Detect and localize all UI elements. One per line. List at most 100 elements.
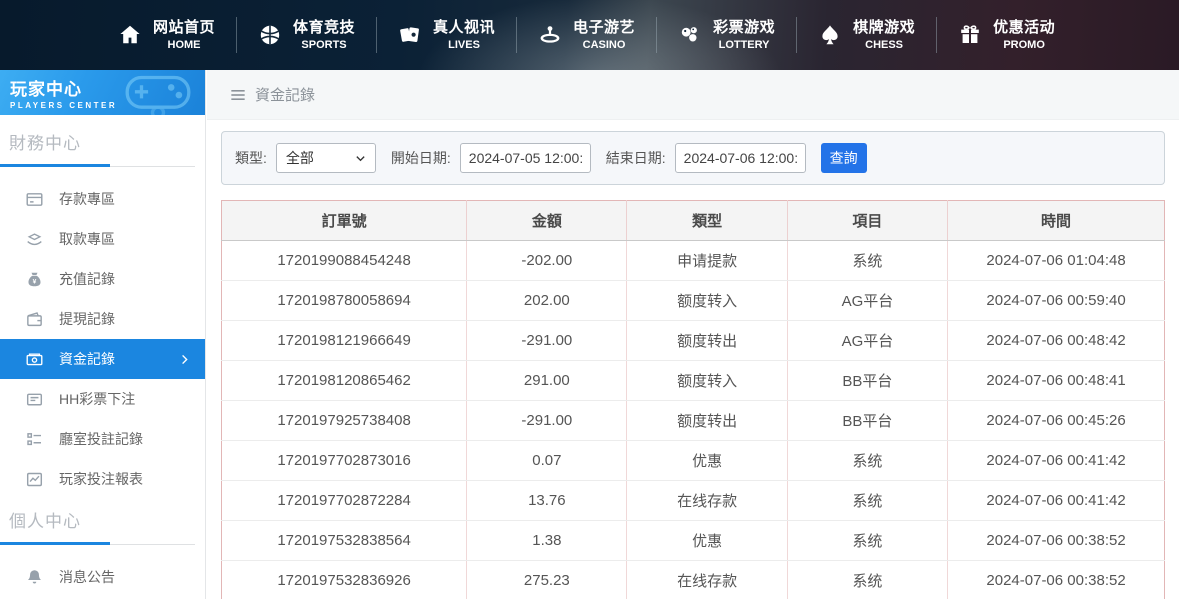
table-cell: 系统 — [786, 560, 948, 599]
table-cell: BB平台 — [786, 400, 948, 441]
nav-item-promo[interactable]: 优惠活动 PROMO — [937, 18, 1076, 52]
nav-item-casino[interactable]: 电子游艺 CASINO — [517, 18, 656, 52]
table-cell: 系统 — [786, 520, 948, 561]
table-body: 1720199088454248 -202.00 申请提款 系统 2024-07-06 … — [221, 240, 1165, 599]
table-cell: 系统 — [786, 440, 948, 481]
nav-label-zh: 棋牌游戏 — [853, 19, 916, 37]
column-header: 類型 — [626, 200, 788, 241]
nav-label-zh: 彩票游戏 — [713, 19, 776, 37]
nav-label-zh: 电子游艺 — [573, 19, 636, 37]
nav-item-text: 优惠活动 PROMO — [993, 18, 1055, 52]
end-date-label: 結束日期: — [605, 150, 666, 166]
nav-item-text: 真人视讯 LIVES — [433, 18, 495, 52]
sports-icon — [258, 23, 282, 47]
table-cell: BB平台 — [786, 360, 948, 401]
table-row: 1720198121966649 -291.00 额度转出 AG平台 2024-07-0… — [221, 320, 1165, 361]
nav-item-text: 体育竞技 SPORTS — [293, 18, 355, 52]
sidebar-subtitle: PLAYERS CENTER — [10, 101, 118, 110]
table-cell: 额度转出 — [626, 400, 788, 441]
sidebar-section-heading: 財務中心 — [9, 134, 81, 153]
table-cell: AG平台 — [786, 280, 948, 321]
table-cell: 13.76 — [466, 480, 627, 521]
table-cell: -291.00 — [466, 400, 627, 441]
search-button[interactable]: 查詢 — [820, 143, 867, 173]
nav-label-en: LOTTERY — [718, 38, 770, 51]
table-cell: AG平台 — [786, 320, 948, 361]
sidebar-item-hh-lottery-bets[interactable]: HH彩票下注 — [0, 379, 205, 419]
svg-text:¥: ¥ — [33, 278, 37, 285]
moneybag-icon: ¥ — [25, 270, 44, 289]
sidebar-item-label: 存款專區 — [59, 191, 115, 207]
table-cell: 2024-07-06 00:41:42 — [947, 440, 1165, 481]
chevron-down-icon — [355, 153, 366, 164]
nav-label-en: SPORTS — [301, 38, 347, 51]
sidebar-item-funds-records[interactable]: 資金記錄 — [0, 339, 205, 379]
table-row: 1720197532836926 275.23 在线存款 系统 2024-07-06 0… — [221, 560, 1165, 599]
sidebar: 玩家中心 PLAYERS CENTER 財務中心 存款專區 取款專區 ¥ 充值記錄 提現記… — [0, 70, 206, 599]
type-select[interactable]: 全部 — [275, 143, 376, 173]
deposit-icon — [25, 190, 44, 209]
nav-item-text: 网站首页 HOME — [153, 18, 215, 52]
table-cell: 申请提款 — [626, 240, 788, 281]
end-date-input[interactable] — [674, 143, 806, 173]
table-row: 1720198780058694 202.00 额度转入 AG平台 2024-07-06… — [221, 280, 1165, 321]
nav-item-chess[interactable]: 棋牌游戏 CHESS — [797, 18, 936, 52]
sidebar-item-label: HH彩票下注 — [59, 391, 136, 407]
nav-item-lottery[interactable]: 彩票游戏 LOTTERY — [657, 18, 796, 52]
table-cell: 1720198121966649 — [221, 320, 467, 361]
nav-divider — [236, 17, 238, 53]
bell-icon — [25, 568, 44, 587]
hamburger-icon[interactable] — [230, 87, 246, 103]
sidebar-item-deposit-zone[interactable]: 存款專區 — [0, 179, 205, 219]
wallet-icon — [25, 310, 44, 329]
sidebar-item-hall-bet-records[interactable]: 廳室投註記錄 — [0, 419, 205, 459]
funds-icon — [25, 350, 44, 369]
table-cell: 2024-07-06 00:45:26 — [947, 400, 1165, 441]
table-cell: 1720197702872284 — [221, 480, 467, 521]
nav-item-home[interactable]: 网站首页 HOME — [97, 18, 236, 52]
chart-icon — [25, 470, 44, 489]
table-row: 1720197702873016 0.07 优惠 系统 2024-07-06 00:41… — [221, 440, 1165, 481]
section-underline — [0, 164, 195, 167]
table-cell: 0.07 — [466, 440, 627, 481]
sidebar-item-label: 充值記錄 — [59, 271, 115, 287]
nav-label-en: CASINO — [582, 38, 626, 51]
table-cell: -202.00 — [466, 240, 627, 281]
table-cell: 优惠 — [626, 440, 788, 481]
table-cell: 优惠 — [626, 520, 788, 561]
funds-record-table: 訂單號 金額 類型 項目 時間 1720199088454248 -202.00 申请提款系… — [221, 200, 1165, 599]
column-header: 時間 — [947, 200, 1165, 241]
sidebar-item-recharge-records[interactable]: ¥ 充值記錄 — [0, 259, 205, 299]
sidebar-section: 個人中心消息公告個人資料 — [0, 507, 205, 599]
nav-label-en: CHESS — [865, 38, 904, 51]
top-nav: 网站首页 HOME 体育竞技 SPORTS 真人视讯 LIVES 电子游艺 CASINO 彩票游… — [0, 0, 1179, 70]
start-date-input[interactable] — [459, 143, 591, 173]
sidebar-item-withdraw-records[interactable]: 提現記錄 — [0, 299, 205, 339]
nav-item-sports[interactable]: 体育竞技 SPORTS — [237, 18, 376, 52]
table-cell: 2024-07-06 00:59:40 — [947, 280, 1165, 321]
type-label: 類型: — [235, 150, 267, 166]
sidebar-item-notices[interactable]: 消息公告 — [0, 557, 205, 597]
table-cell: 1.38 — [466, 520, 627, 561]
roulette-icon — [538, 23, 562, 47]
nav-item-text: 彩票游戏 LOTTERY — [713, 18, 775, 52]
nav-label-zh: 优惠活动 — [993, 19, 1056, 37]
nav-item-text: 棋牌游戏 CHESS — [853, 18, 915, 52]
table-cell: 1720197925738408 — [221, 400, 467, 441]
table-cell: 1720198780058694 — [221, 280, 467, 321]
sidebar-item-withdraw-zone[interactable]: 取款專區 — [0, 219, 205, 259]
ticket-icon — [25, 390, 44, 409]
column-header: 項目 — [786, 200, 948, 241]
filter-panel: 類型: 全部 開始日期: 結束日期: 查詢 — [221, 131, 1165, 185]
nav-item-text: 电子游艺 CASINO — [573, 18, 635, 52]
table-cell: 1720197532838564 — [221, 520, 467, 561]
chevron-right-icon — [178, 353, 191, 366]
table-cell: 系统 — [786, 240, 948, 281]
sidebar-item-player-bet-report[interactable]: 玩家投注報表 — [0, 459, 205, 499]
breadcrumb: 資金記錄 — [207, 70, 1179, 120]
table-header-row: 訂單號 金額 類型 項目 時間 — [221, 200, 1165, 241]
checklist-icon — [25, 430, 44, 449]
nav-item-lives[interactable]: 真人视讯 LIVES — [377, 18, 516, 52]
